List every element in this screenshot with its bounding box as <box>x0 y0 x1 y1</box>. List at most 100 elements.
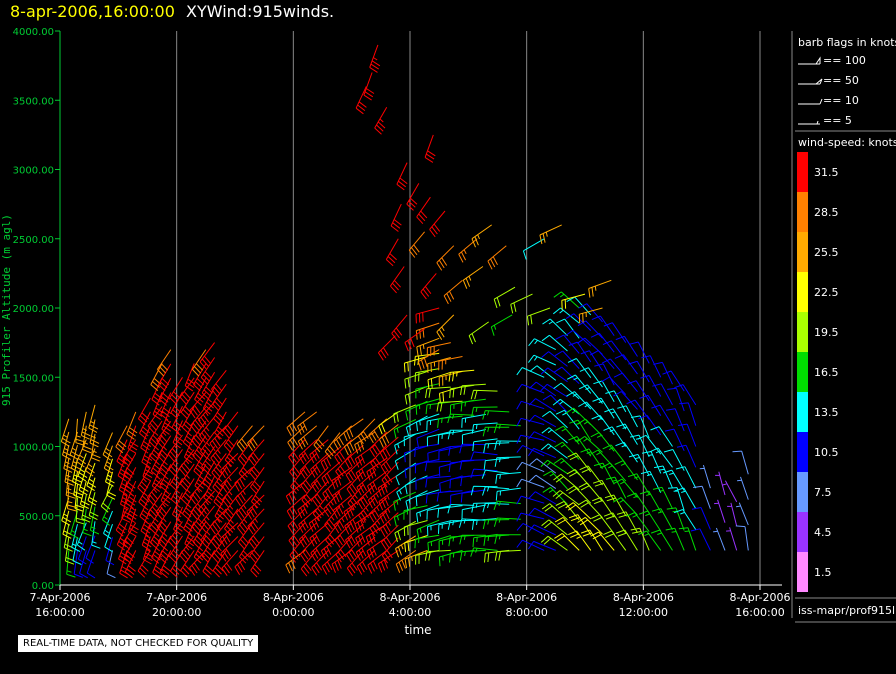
wind-barb <box>436 490 463 502</box>
wind-barb <box>203 475 216 504</box>
wind-barb <box>691 507 711 530</box>
wind-barb <box>69 431 80 460</box>
wind-barb <box>88 492 99 521</box>
wind-barb <box>603 530 627 551</box>
barb-legend-item: == 100 <box>798 54 866 67</box>
wind-barb <box>427 535 451 552</box>
wind-barb <box>89 506 100 535</box>
wind-barb <box>438 356 463 371</box>
wind-barb <box>247 439 265 466</box>
wind-barb <box>516 444 545 457</box>
wind-barb <box>516 367 545 378</box>
wind-barb <box>389 266 405 294</box>
wind-barb <box>443 279 463 305</box>
wind-barb <box>393 404 416 424</box>
wind-barb <box>617 405 638 428</box>
colorbar-swatch <box>797 552 808 592</box>
wind-barb <box>300 550 318 577</box>
wind-barb <box>727 502 738 527</box>
x-tick-time: 8:00:00 <box>505 606 547 619</box>
wind-barb <box>141 522 153 551</box>
wind-barb <box>460 489 486 503</box>
wind-barb <box>516 539 545 551</box>
wind-barb <box>552 490 580 506</box>
wind-barb <box>324 505 341 533</box>
wind-barb <box>616 423 638 445</box>
wind-barb <box>220 453 239 479</box>
wind-barb <box>494 456 521 467</box>
wind-barb <box>528 474 557 490</box>
wind-barb <box>356 471 376 496</box>
wind-barb <box>449 384 475 398</box>
wind-barb <box>67 484 77 512</box>
wind-barb <box>190 492 207 520</box>
wind-barb <box>88 404 99 433</box>
wind-barb <box>344 510 364 535</box>
wind-barb <box>638 530 662 551</box>
wind-barb <box>577 418 603 437</box>
wind-barb <box>247 508 265 535</box>
wind-barb <box>237 439 253 467</box>
wind-barb <box>448 459 475 473</box>
wind-barb <box>85 535 96 564</box>
wind-barb <box>631 415 650 439</box>
wind-barb <box>116 522 128 551</box>
wind-barb <box>460 474 486 487</box>
chart-title: XYWind:915winds. <box>186 2 334 21</box>
wind-barb <box>481 469 510 479</box>
wind-barb <box>189 550 207 576</box>
x-tick-date: 7-Apr-2006 <box>29 591 90 604</box>
colorbar-label: 1.5 <box>814 566 832 579</box>
wind-barb <box>471 224 492 248</box>
wind-barb <box>641 451 662 474</box>
wind-barb <box>615 335 638 357</box>
wind-barb <box>414 534 440 549</box>
wind-barb <box>429 210 446 238</box>
wind-barb <box>674 384 697 406</box>
wind-barb <box>396 162 408 191</box>
wind-barb <box>219 522 239 548</box>
wind-barb <box>415 474 440 490</box>
wind-barb <box>355 457 376 482</box>
wind-barb <box>75 418 86 446</box>
wind-barb <box>343 418 364 442</box>
wind-barb <box>60 418 71 447</box>
wind-barb <box>117 453 129 482</box>
wind-barb <box>468 321 489 345</box>
wind-barb <box>424 460 451 472</box>
wind-barb <box>151 377 163 406</box>
wind-barb <box>638 414 662 436</box>
wind-barb <box>343 497 364 521</box>
wind-barb <box>192 521 207 549</box>
wind-barb <box>458 238 478 263</box>
wind-barb <box>666 507 685 531</box>
wind-barb <box>568 514 592 535</box>
wind-barb <box>312 494 329 522</box>
wind-barb <box>209 425 227 452</box>
wind-barb <box>202 386 216 415</box>
x-tick-time: 0:00:00 <box>272 606 314 619</box>
wind-barb <box>529 458 557 474</box>
wind-barb <box>181 406 195 434</box>
wind-barb <box>331 549 352 573</box>
wind-barb <box>590 531 615 551</box>
wind-barb <box>323 491 341 517</box>
wind-barb <box>527 447 556 459</box>
colorbar-swatch <box>797 232 808 272</box>
wind-barb <box>381 537 399 564</box>
wind-barb <box>565 329 592 347</box>
wind-barb <box>566 391 592 410</box>
x-axis-ticks: 7-Apr-2006 16:00:00 7-Apr-2006 20:00:00 8-Ap… <box>29 585 791 619</box>
wind-barb <box>385 238 399 267</box>
wind-barb <box>414 368 440 383</box>
wind-barb <box>224 508 239 536</box>
wind-barb <box>603 322 627 343</box>
x-tick-date: 7-Apr-2006 <box>146 591 207 604</box>
wind-barb <box>566 469 592 488</box>
wind-barb <box>237 508 253 536</box>
wind-barb <box>566 485 592 504</box>
wind-barb <box>100 484 113 513</box>
wind-barb <box>90 433 101 462</box>
x-tick-date: 8-Apr-2006 <box>379 591 440 604</box>
wind-barb <box>347 484 364 511</box>
